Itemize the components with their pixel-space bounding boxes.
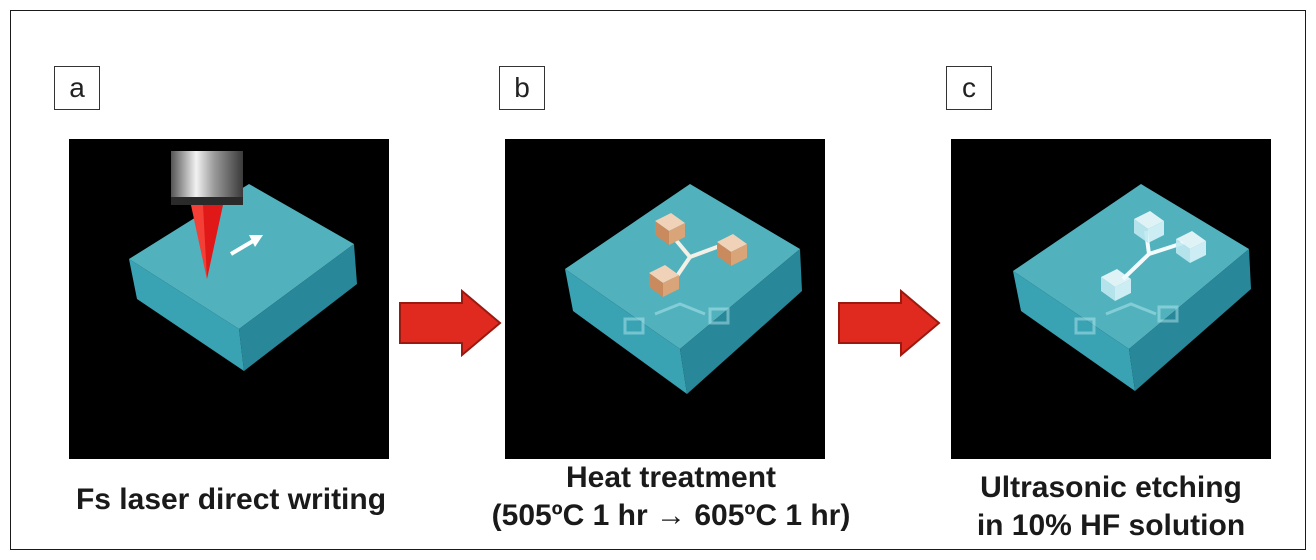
buried-pattern [623,302,730,335]
writing-direction-arrow [229,235,263,256]
panel-c-label: c [946,66,992,110]
panel-a-image [69,139,389,459]
glass-top-face [1013,184,1249,349]
panel-a-label: a [54,66,100,110]
process-arrow-icon [838,289,941,357]
panel-b-label: b [499,66,545,110]
laser-head-icon [171,151,243,279]
panel-b-caption: Heat treatment (505ºC 1 hr → 605ºC 1 hr) [491,461,851,532]
buried-pattern [1074,302,1179,335]
glass-side-face [1129,249,1251,391]
glass-top-face [129,184,354,329]
glass-side-face [239,244,357,371]
glass-front-face [1013,271,1135,391]
heat-pads [649,213,747,297]
glass-front-face [129,259,244,371]
panel-b-image [505,139,825,459]
glass-front-face [565,269,687,394]
figure-frame: a [10,10,1306,550]
process-arrow-icon [399,289,502,357]
glass-side-face [680,249,802,394]
panel-a-caption: Fs laser direct writing [75,483,387,516]
panel-c-caption: Ultrasonic etching in 10% HF solution [976,471,1246,542]
panel-c-image [951,139,1271,459]
etched-pads [1101,211,1206,301]
